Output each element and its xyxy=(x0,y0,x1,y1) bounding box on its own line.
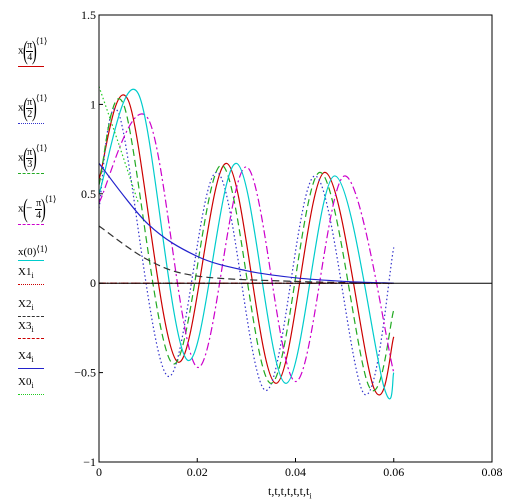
legend-text: X2 xyxy=(18,298,32,310)
legend-item: x(π 2)⟨1⟩ xyxy=(18,93,48,124)
legend-denominator: 3 xyxy=(27,158,33,170)
legend: x(π 4)⟨1⟩ x(π 2)⟨1⟩ x(π 3)⟨1⟩ x(− π 4)⟨1⟩ x(0)⟨1… xyxy=(0,0,98,430)
legend-label: x(− π 4)⟨1⟩ xyxy=(18,194,57,223)
series-2-line xyxy=(98,108,395,396)
y-tick-label: −1 xyxy=(83,455,96,469)
legend-paren: ) xyxy=(32,36,37,65)
legend-subscript: i xyxy=(31,355,34,365)
x-tick-label: 0.06 xyxy=(383,465,404,479)
legend-label: x(π 3)⟨1⟩ xyxy=(18,143,48,172)
legend-superscript: ⟨1⟩ xyxy=(35,36,48,46)
legend-superscript: ⟨1⟩ xyxy=(44,194,57,204)
legend-item: X2i xyxy=(18,298,44,318)
legend-swatch xyxy=(18,123,44,124)
legend-prefix: x xyxy=(18,202,24,215)
legend-paren: ) xyxy=(41,194,46,223)
legend-label: x(0)⟨1⟩ xyxy=(18,244,48,258)
legend-paren: ( xyxy=(22,93,28,122)
x-axis-label-subscript: i xyxy=(309,491,312,501)
legend-item: X3i xyxy=(18,320,44,340)
legend-text: x(0) xyxy=(18,246,37,258)
legend-swatch xyxy=(18,316,44,318)
legend-label: X3i xyxy=(18,320,44,336)
legend-item: x(π 4)⟨1⟩ xyxy=(18,36,48,67)
series-9-line xyxy=(98,163,394,284)
legend-subscript: i xyxy=(31,271,34,281)
legend-paren: ) xyxy=(32,143,37,172)
legend-prefix: x xyxy=(18,44,24,57)
series-1-line xyxy=(98,94,395,396)
legend-text: X4 xyxy=(18,350,32,362)
series-5-line xyxy=(98,89,395,400)
legend-superscript: ⟨1⟩ xyxy=(36,244,48,254)
legend-text: X0 xyxy=(18,376,32,388)
legend-label: X1i xyxy=(18,266,44,282)
legend-label: x(π 2)⟨1⟩ xyxy=(18,93,48,122)
legend-subscript: i xyxy=(31,381,34,391)
legend-swatch xyxy=(18,284,44,286)
legend-paren: ( xyxy=(22,194,28,223)
legend-denominator: 4 xyxy=(36,209,42,221)
legend-denominator: 2 xyxy=(27,108,33,120)
legend-swatch xyxy=(18,173,44,174)
legend-sign: − xyxy=(26,202,36,215)
legend-text: X3 xyxy=(18,320,32,332)
legend-item: x(π 3)⟨1⟩ xyxy=(18,143,48,174)
legend-label: X2i xyxy=(18,298,44,314)
series-3-line xyxy=(98,98,395,392)
series-4-line xyxy=(98,113,395,383)
series-10-line xyxy=(98,86,139,203)
legend-swatch xyxy=(18,368,44,370)
legend-swatch xyxy=(18,394,44,396)
x-tick-label: 0.02 xyxy=(187,465,208,479)
legend-swatch xyxy=(18,260,44,261)
legend-superscript: ⟨1⟩ xyxy=(35,143,48,153)
legend-swatch xyxy=(18,66,44,67)
x-axis-label-text: t,t,t,t,t,t,t xyxy=(268,484,310,498)
legend-superscript: ⟨1⟩ xyxy=(35,93,48,103)
legend-label: X0i xyxy=(18,376,44,392)
y-tick-label: 0 xyxy=(90,276,96,290)
plot-frame xyxy=(98,14,493,463)
legend-item: x(0)⟨1⟩ xyxy=(18,244,48,261)
legend-swatch xyxy=(18,224,44,225)
legend-subscript: i xyxy=(31,325,34,335)
y-tick-label: −0.5 xyxy=(74,366,96,380)
legend-prefix: x xyxy=(18,101,24,114)
x-tick-label: 0.08 xyxy=(482,465,503,479)
legend-item: x(− π 4)⟨1⟩ xyxy=(18,194,57,225)
legend-text: X1 xyxy=(18,266,32,278)
legend-item: X4i xyxy=(18,350,44,370)
series-7-line xyxy=(98,225,394,284)
plot-marks xyxy=(98,86,395,400)
legend-denominator: 4 xyxy=(27,51,33,63)
legend-numerator: π xyxy=(35,197,43,210)
legend-item: X1i xyxy=(18,266,44,286)
x-tick-label: 0.04 xyxy=(285,465,306,479)
legend-swatch xyxy=(18,338,44,340)
legend-label: x(π 4)⟨1⟩ xyxy=(18,36,48,65)
legend-paren: ( xyxy=(22,36,28,65)
legend-subscript: i xyxy=(31,303,34,313)
x-axis-label: t,t,t,t,t,t,ti xyxy=(268,484,312,500)
legend-numerator: π xyxy=(26,96,34,109)
y-tick-label: 1.5 xyxy=(81,8,96,22)
y-tick-label: 1 xyxy=(90,97,96,111)
legend-numerator: π xyxy=(26,39,34,52)
legend-paren: ( xyxy=(22,143,28,172)
x-tick-label: 0 xyxy=(96,465,102,479)
legend-paren: ) xyxy=(32,93,37,122)
legend-item: X0i xyxy=(18,376,44,396)
y-tick-label: 0.5 xyxy=(81,187,96,201)
legend-prefix: x xyxy=(18,151,24,164)
legend-numerator: π xyxy=(26,146,34,159)
axis-ticks: 0 0.02 0.04 0.06 0.08 1.5 1 0.5 0 −0.5 −1 xyxy=(74,8,502,479)
legend-label: X4i xyxy=(18,350,44,366)
